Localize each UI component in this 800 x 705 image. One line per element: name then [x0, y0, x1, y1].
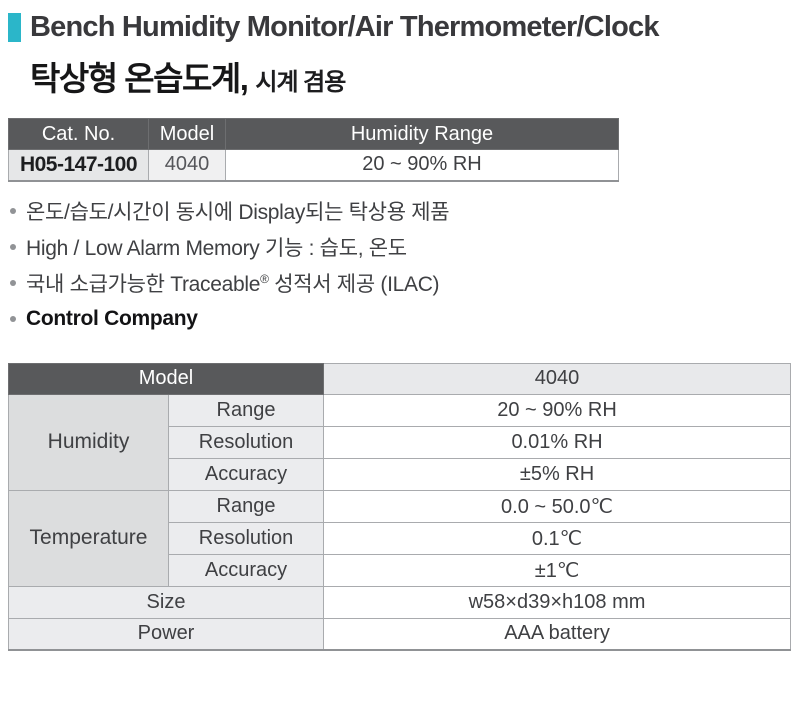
catalog-col-humidity-range: Humidity Range [225, 118, 619, 150]
feature-text: Control Company [26, 307, 198, 330]
spec-value-humidity-resolution: 0.01% RH [323, 425, 792, 459]
page-header: Bench Humidity Monitor/Air Thermometer/C… [8, 12, 800, 42]
catalog-number-table: Cat. No. Model Humidity Range H05-147-10… [8, 118, 619, 182]
spec-row-humidity-range: Humidity Range 20 ~ 90% RH [8, 393, 792, 491]
spec-label-range: Range [167, 393, 325, 427]
spec-label-resolution: Resolution [167, 521, 325, 555]
feature-text: 국내 소급가능한 Traceable® 성적서 제공 (ILAC) [26, 268, 440, 298]
page-title-english: Bench Humidity Monitor/Air Thermometer/C… [30, 11, 659, 43]
spec-row-temperature-resolution: Resolution 0.1℃ [9, 521, 792, 555]
catalog-col-cat-no: Cat. No. [8, 118, 149, 150]
spec-value-power: AAA battery [323, 617, 792, 651]
spec-row-humidity-accuracy: Accuracy ±5% RH [9, 457, 792, 491]
spec-row-humidity-resolution: Resolution 0.01% RH [9, 425, 792, 459]
spec-value-temperature-resolution: 0.1℃ [323, 521, 792, 555]
catalog-data-row: H05-147-100 4040 20 ~ 90% RH [8, 149, 619, 181]
bullet-icon [10, 316, 16, 322]
spec-value-humidity-accuracy: ±5% RH [323, 457, 792, 491]
specification-table: Model 4040 Humidity Range 20 ~ 90% RH Re… [7, 362, 792, 651]
catalog-page: Bench Humidity Monitor/Air Thermometer/C… [0, 12, 800, 705]
spec-value-temperature-accuracy: ±1℃ [323, 553, 792, 587]
catalog-cat-no-value: H05-147-100 [8, 149, 149, 181]
spec-header-model-value: 4040 [323, 362, 792, 395]
page-title-korean-line: 탁상형 온습도계, 시계 겸용 [30, 52, 800, 97]
feature-item-display: 온도/습도/시간이 동시에 Display되는 탁상용 제품 [10, 200, 800, 224]
feature-item-control-company: Control Company [10, 307, 800, 331]
feature-item-traceable: 국내 소급가능한 Traceable® 성적서 제공 (ILAC) [10, 272, 800, 296]
feature-text: 온도/습도/시간이 동시에 Display되는 탁상용 제품 [26, 201, 450, 224]
bullet-icon [10, 280, 16, 286]
spec-value-temperature-range: 0.0 ~ 50.0℃ [323, 489, 792, 523]
spec-group-humidity: Humidity [8, 393, 169, 491]
spec-label-size: Size [7, 585, 325, 619]
bullet-icon [10, 208, 16, 214]
spec-row-size: Size w58×d39×h108 mm [7, 585, 792, 619]
spec-group-temperature: Temperature [8, 489, 169, 587]
spec-value-humidity-range: 20 ~ 90% RH [323, 393, 792, 427]
spec-label-accuracy: Accuracy [167, 457, 325, 491]
spec-header-row: Model 4040 [7, 362, 792, 395]
feature-list: 온도/습도/시간이 동시에 Display되는 탁상용 제품 High / Lo… [10, 200, 800, 331]
page-title-korean-suffix: 시계 겸용 [255, 69, 346, 96]
catalog-humidity-range-value: 20 ~ 90% RH [225, 149, 619, 181]
spec-value-size: w58×d39×h108 mm [323, 585, 792, 619]
spec-label-range: Range [167, 489, 325, 523]
page-title-korean: 탁상형 온습도계, [30, 60, 249, 97]
catalog-header-row: Cat. No. Model Humidity Range [8, 118, 619, 150]
feature-item-alarm-memory: High / Low Alarm Memory 기능 : 습도, 온도 [10, 236, 800, 260]
feature-text-pre: 국내 소급가능한 Traceable [26, 273, 261, 296]
spec-row-power: Power AAA battery [7, 617, 792, 651]
registered-trademark-symbol: ® [260, 272, 269, 286]
accent-bar [8, 12, 21, 42]
catalog-model-value: 4040 [148, 149, 226, 181]
spec-label-power: Power [7, 617, 325, 651]
spec-label-accuracy: Accuracy [167, 553, 325, 587]
spec-row-temperature-accuracy: Accuracy ±1℃ [9, 553, 792, 587]
spec-row-temperature-range: Temperature Range 0.0 ~ 50.0℃ [8, 489, 792, 587]
feature-text: High / Low Alarm Memory 기능 : 습도, 온도 [26, 237, 407, 260]
spec-label-resolution: Resolution [167, 425, 325, 459]
catalog-col-model: Model [148, 118, 226, 150]
spec-header-model-label: Model [7, 362, 325, 395]
feature-text-post: 성적서 제공 (ILAC) [268, 273, 440, 296]
bullet-icon [10, 244, 16, 250]
